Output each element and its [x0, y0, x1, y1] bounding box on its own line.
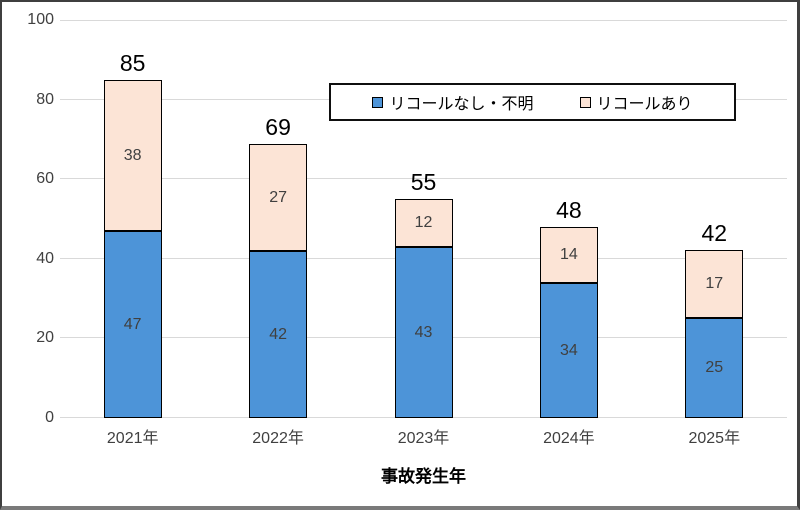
bar-2021年: 47 38 [103, 80, 162, 418]
bar-2025年: 25 17 [685, 250, 744, 418]
bar-segment: 42 [249, 251, 308, 418]
bar-segment: 38 [103, 80, 162, 231]
bar-segment: 34 [539, 283, 598, 418]
legend-swatch-icon [579, 96, 591, 108]
y-tick-label: 60 [36, 170, 54, 188]
gridline-100 [60, 20, 787, 21]
bar-2023年: 43 12 [394, 199, 453, 418]
x-tick-label-2022年: 2022年 [252, 430, 304, 447]
legend: リコールなし・不明 リコールあり [329, 83, 736, 121]
bar-segment: 47 [103, 231, 162, 418]
x-tick-label-2023年: 2023年 [397, 430, 450, 447]
gridline-60 [60, 178, 787, 180]
x-axis-title: 事故発生年 [381, 467, 466, 486]
legend-item: リコールなし・不明 [372, 90, 534, 114]
legend-label: リコールなし・不明 [389, 96, 534, 113]
legend-item: リコールあり [579, 90, 693, 114]
bar-2022年: 42 27 [249, 144, 308, 418]
legend-swatch-icon [372, 96, 384, 108]
y-tick-label: 80 [36, 90, 54, 108]
y-tick-label: 40 [36, 249, 54, 267]
bar-2024年: 34 14 [539, 227, 598, 418]
y-tick-label: 0 [45, 409, 54, 426]
bar-total-label: 69 [265, 114, 291, 140]
bar-total-label: 42 [701, 220, 728, 246]
x-tick-label-2025年: 2025年 [688, 430, 741, 447]
bar-total-label: 48 [556, 197, 582, 223]
bar-segment: 14 [539, 227, 598, 283]
bar-segment: 27 [249, 144, 308, 251]
bar-total-label: 55 [410, 169, 437, 195]
bar-segment: 43 [394, 247, 453, 418]
bar-total-label: 85 [119, 50, 146, 76]
x-tick-label-2024年: 2024年 [543, 430, 595, 447]
plot-area: 47 38 85 42 27 69 43 12 55 34 14 48 25 17 42 リコールなし・不明… [60, 20, 787, 418]
bar-segment: 17 [685, 250, 744, 318]
y-tick-label: 100 [27, 11, 54, 28]
x-tick-label-2021年: 2021年 [106, 430, 159, 447]
y-tick-label: 20 [36, 329, 54, 347]
bar-segment: 12 [394, 199, 453, 247]
bar-segment: 25 [685, 318, 744, 418]
legend-label: リコールあり [596, 96, 693, 113]
